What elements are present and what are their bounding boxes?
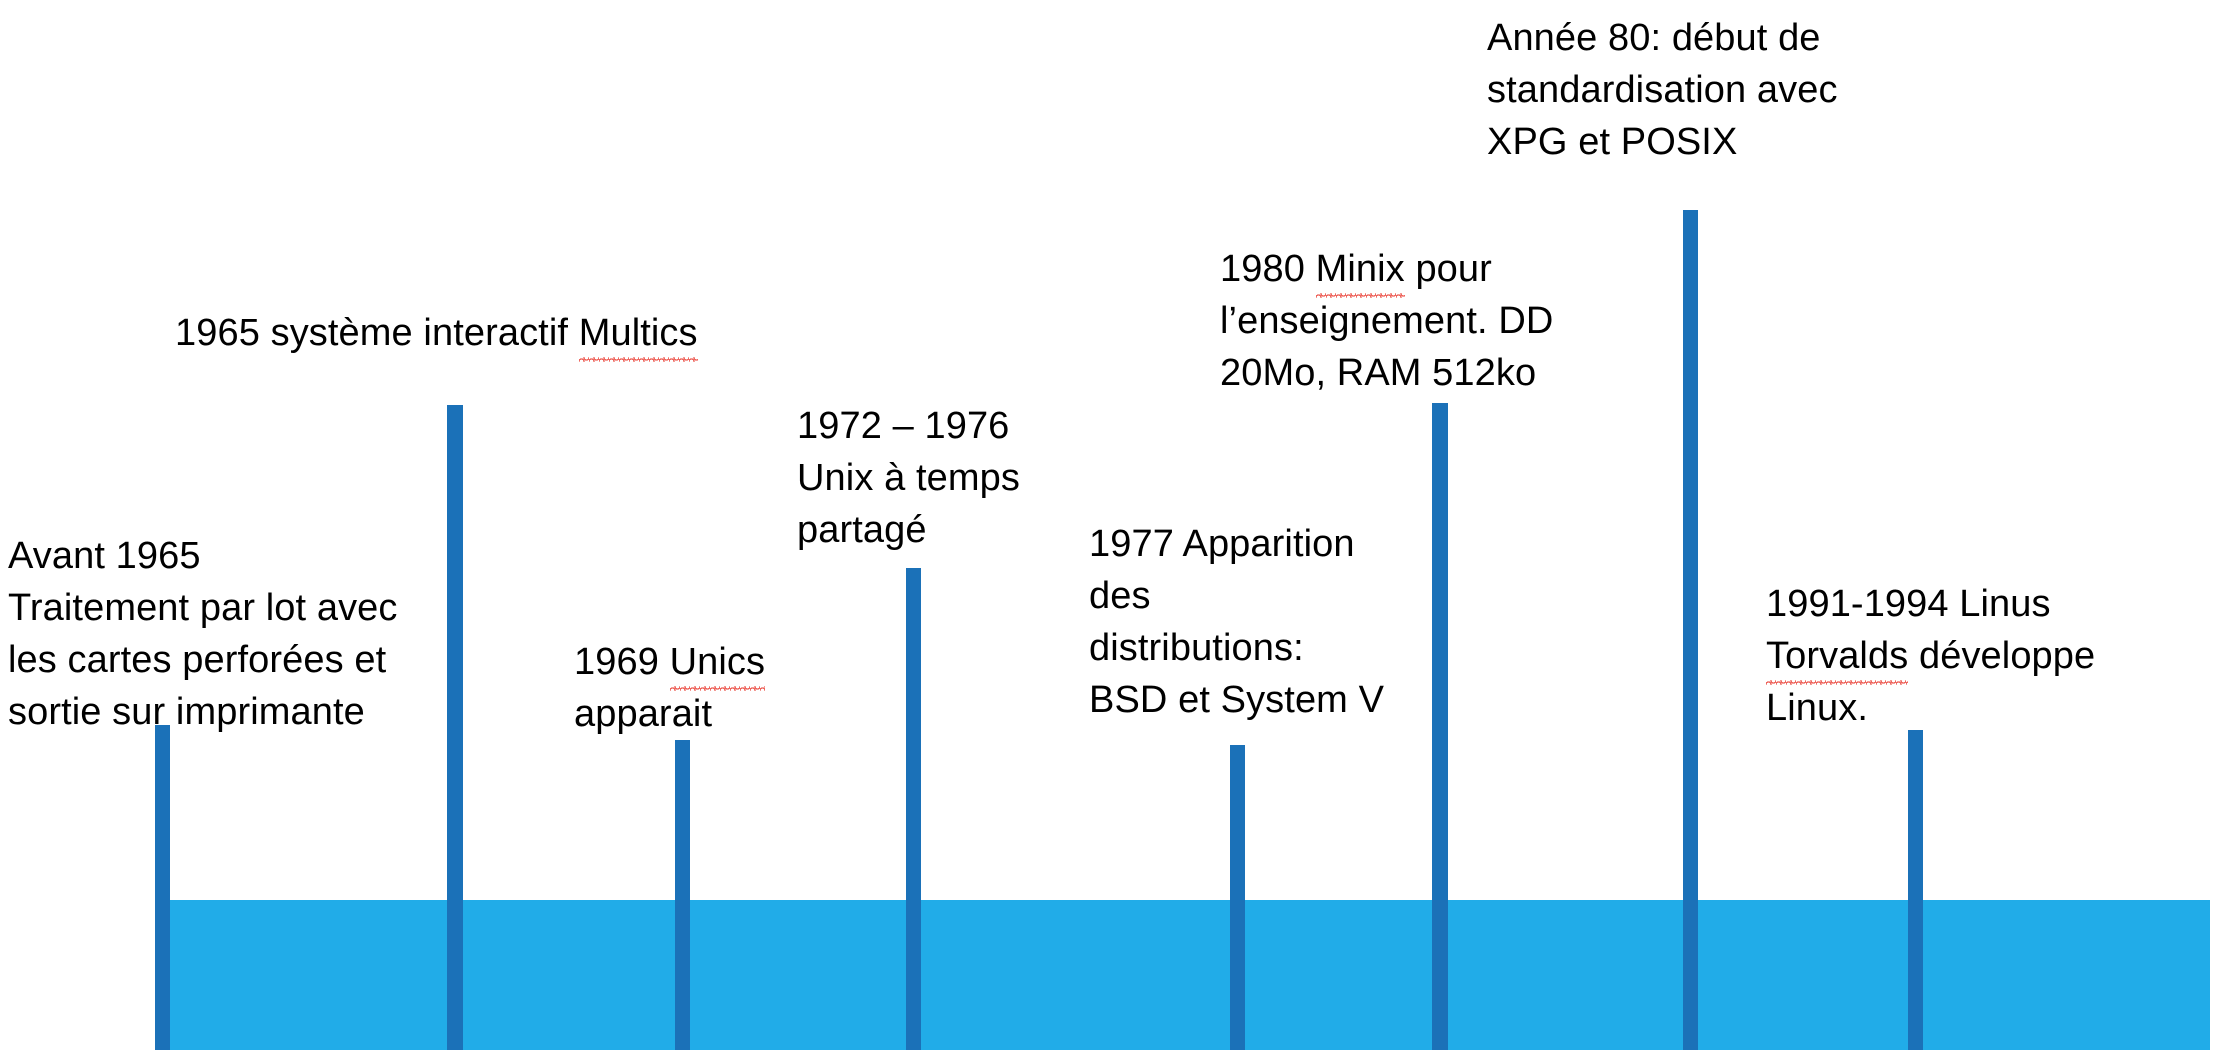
timeline-tick — [447, 405, 463, 1050]
timeline-event-label: 1980 Minix pour l’enseignement. DD 20Mo, R… — [1220, 243, 1600, 399]
timeline-event-label: 1972 – 1976 Unix à temps partagé — [797, 400, 1077, 556]
spellcheck-underline: Torvalds — [1766, 630, 1909, 685]
timeline-tick — [155, 725, 170, 1050]
timeline-event-label-line: 1991-1994 Linus — [1766, 583, 2051, 625]
timeline-event-label: 1991-1994 Linus Torvalds développe Linux. — [1766, 578, 2186, 734]
timeline-event-label-line: les cartes perforées et — [8, 639, 387, 681]
timeline-tick — [1230, 745, 1245, 1050]
spellcheck-underline: Unics — [669, 636, 766, 691]
timeline-event-label-line: 1969 Unics — [574, 636, 834, 691]
timeline-event-label-line: distributions: — [1089, 627, 1304, 669]
timeline-event-label: Avant 1965 Traitement par lot avec les car… — [8, 530, 438, 738]
timeline-event-label: Année 80: début de standardisation avec XP… — [1487, 12, 1907, 168]
timeline-event-label-line: BSD et System V — [1089, 679, 1385, 721]
timeline-event-label-line: Avant 1965 — [8, 535, 201, 577]
timeline-band — [170, 900, 2210, 1050]
timeline-event-label-line: standardisation avec — [1487, 69, 1838, 111]
timeline-event-label-line: Torvalds développe — [1766, 630, 2186, 685]
timeline-event-label-line: l’enseignement. DD — [1220, 300, 1554, 342]
timeline-event-label-line: 1980 Minix pour — [1220, 243, 1600, 298]
timeline-tick — [1683, 210, 1698, 1050]
timeline-tick — [906, 568, 921, 1050]
timeline-event-label-line: Linux. — [1766, 687, 1869, 729]
timeline-event-label-line: 1965 système interactif Multics — [175, 307, 785, 362]
timeline-event-label-line: Année 80: début de — [1487, 17, 1821, 59]
timeline-event-label-line: 1977 Apparition — [1089, 523, 1355, 565]
timeline-event-label-line: apparait — [574, 693, 713, 735]
timeline-tick — [675, 740, 690, 1050]
timeline-event-label-line: partagé — [797, 509, 927, 551]
timeline-event-label-line: sortie sur imprimante — [8, 691, 365, 733]
timeline-event-label-line: XPG et POSIX — [1487, 121, 1738, 163]
timeline-tick — [1908, 730, 1923, 1050]
timeline-event-label: 1977 Apparition des distributions: BSD et S… — [1089, 518, 1409, 726]
timeline-event-label-line: 20Mo, RAM 512ko — [1220, 352, 1537, 394]
spellcheck-underline: Multics — [578, 307, 698, 362]
timeline-event-label-line: Unix à temps — [797, 457, 1020, 499]
timeline-event-label: 1965 système interactif Multics — [175, 307, 785, 362]
timeline-event-label-line: Traitement par lot avec — [8, 587, 398, 629]
timeline-tick — [1432, 403, 1448, 1050]
timeline-event-label-line: des — [1089, 575, 1151, 617]
timeline-event-label: 1969 Unics apparait — [574, 636, 834, 740]
spellcheck-underline: Minix — [1315, 243, 1405, 298]
timeline-event-label-line: 1972 – 1976 — [797, 405, 1010, 447]
